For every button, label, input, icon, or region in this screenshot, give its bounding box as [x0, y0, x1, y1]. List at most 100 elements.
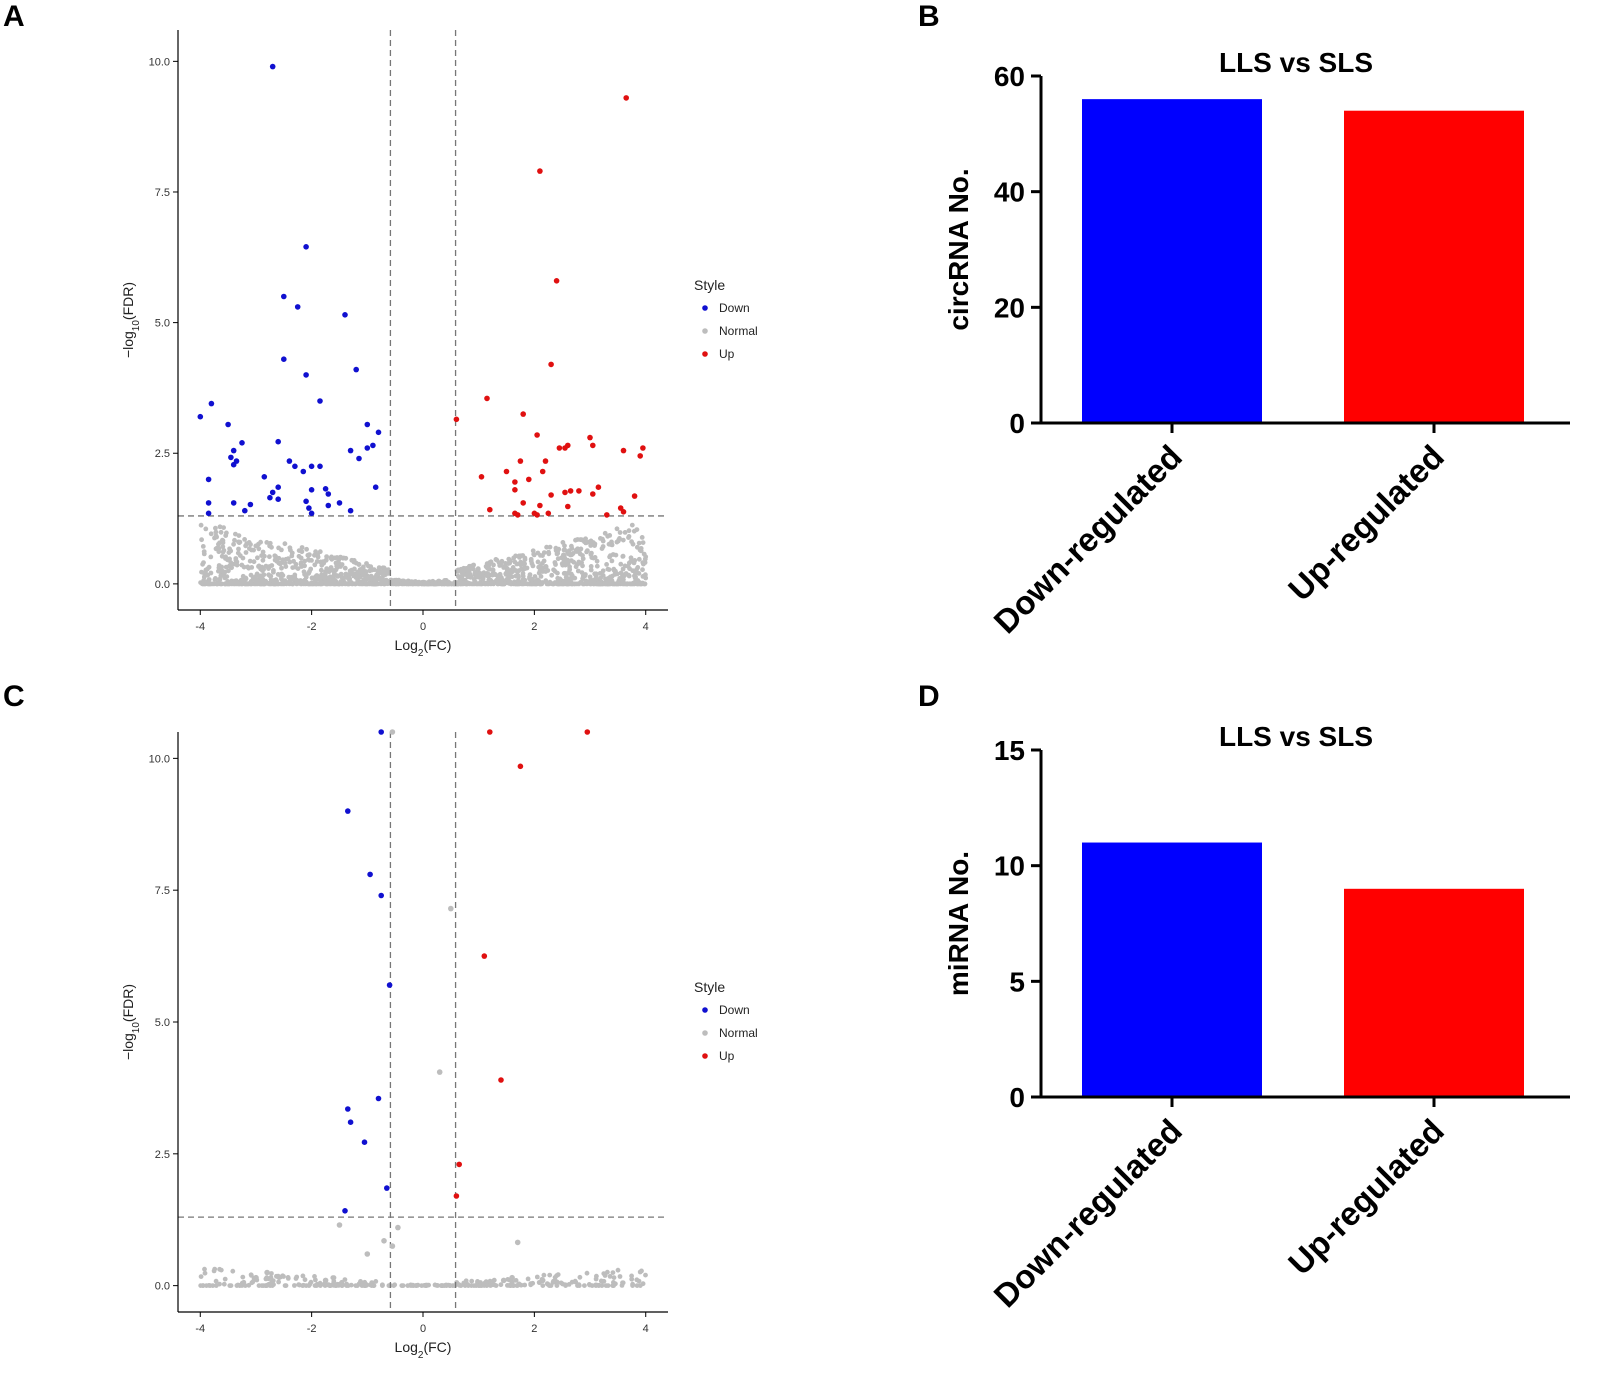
plot-area — [178, 30, 668, 610]
normal-point — [491, 562, 496, 568]
normal-point — [432, 581, 438, 587]
x-tick-label: 0 — [420, 621, 426, 633]
y-tick-label: 0 — [1009, 1082, 1025, 1113]
normal-point — [221, 525, 227, 530]
normal-point — [636, 540, 642, 546]
normal-point — [603, 576, 608, 582]
down-point — [269, 63, 276, 70]
normal-point — [409, 579, 415, 585]
normal-point — [292, 564, 298, 570]
normal-point — [216, 579, 221, 585]
normal-point — [233, 531, 238, 537]
normal-point — [547, 1272, 553, 1278]
up-point — [553, 278, 560, 284]
normal-point — [617, 530, 623, 535]
normal-point — [513, 1278, 519, 1283]
normal-point — [351, 559, 357, 565]
normal-point — [352, 566, 357, 572]
series-up — [453, 95, 646, 518]
normal-point — [346, 581, 352, 587]
y-tick-label: 10.0 — [149, 753, 170, 765]
normal-point — [643, 554, 649, 560]
normal-point — [216, 563, 222, 568]
normal-point — [361, 564, 366, 570]
up-point — [562, 489, 568, 496]
up-point — [537, 502, 543, 509]
up-point — [584, 729, 591, 735]
normal-point — [208, 554, 214, 560]
normal-point — [300, 1273, 306, 1279]
down-point — [230, 500, 237, 506]
normal-point — [508, 558, 513, 564]
normal-point — [413, 1283, 419, 1288]
normal-point — [202, 1270, 208, 1276]
normal-point — [272, 553, 278, 559]
normal-point — [325, 575, 331, 581]
normal-point — [220, 569, 226, 575]
normal-point — [228, 1283, 234, 1288]
normal-point — [280, 581, 286, 587]
normal-point — [575, 568, 581, 574]
down-point — [300, 468, 307, 475]
normal-point — [639, 581, 644, 587]
normal-point — [319, 562, 325, 568]
normal-point — [509, 1274, 515, 1281]
normal-point — [217, 524, 223, 530]
up-point — [631, 493, 638, 499]
normal-point — [285, 1275, 291, 1280]
normal-point — [619, 575, 624, 581]
normal-point — [352, 581, 358, 587]
normal-point — [475, 566, 481, 572]
normal-point — [498, 577, 504, 582]
down-point — [367, 871, 373, 878]
normal-point — [541, 558, 547, 564]
normal-point — [336, 1222, 343, 1228]
up-point — [545, 510, 552, 517]
normal-point — [612, 572, 618, 577]
normal-point — [533, 581, 539, 587]
normal-point — [635, 565, 641, 570]
normal-point — [323, 569, 328, 574]
normal-point — [314, 559, 320, 564]
normal-point — [364, 561, 369, 566]
series-down — [197, 63, 382, 517]
normal-point — [483, 1279, 489, 1284]
down-point — [275, 438, 282, 445]
normal-point — [213, 529, 219, 535]
normal-point — [639, 535, 645, 540]
normal-point — [535, 559, 541, 565]
x-tick-label: 0 — [420, 1323, 426, 1335]
normal-point — [540, 1283, 546, 1288]
normal-point — [560, 562, 566, 568]
normal-point — [246, 540, 252, 545]
normal-point — [222, 1276, 228, 1282]
normal-point — [618, 570, 624, 576]
normal-point — [500, 581, 505, 587]
normal-point — [313, 1277, 318, 1283]
down-point — [247, 501, 254, 508]
normal-point — [277, 561, 283, 567]
normal-point — [472, 570, 478, 576]
normal-point — [364, 1251, 371, 1257]
normal-point — [301, 569, 307, 575]
normal-point — [323, 557, 329, 563]
bar-chart-mirna: LLS vs SLS 0 5 10 15 Down-regulated Up-regulat… — [943, 721, 1570, 1314]
normal-point — [220, 537, 225, 543]
up-point — [520, 411, 526, 417]
normal-point — [496, 560, 502, 566]
normal-point — [282, 541, 288, 547]
normal-point — [570, 551, 576, 556]
normal-point — [287, 559, 293, 565]
normal-point — [561, 558, 567, 564]
up-point — [548, 361, 554, 368]
normal-point — [301, 1282, 306, 1288]
normal-point — [480, 576, 486, 582]
normal-point — [485, 566, 491, 572]
down-point — [275, 496, 282, 503]
normal-point — [554, 1279, 560, 1285]
normal-point — [309, 581, 315, 587]
normal-point — [234, 581, 240, 587]
up-point — [503, 468, 510, 475]
up-point — [514, 512, 521, 518]
normal-point — [306, 552, 312, 558]
